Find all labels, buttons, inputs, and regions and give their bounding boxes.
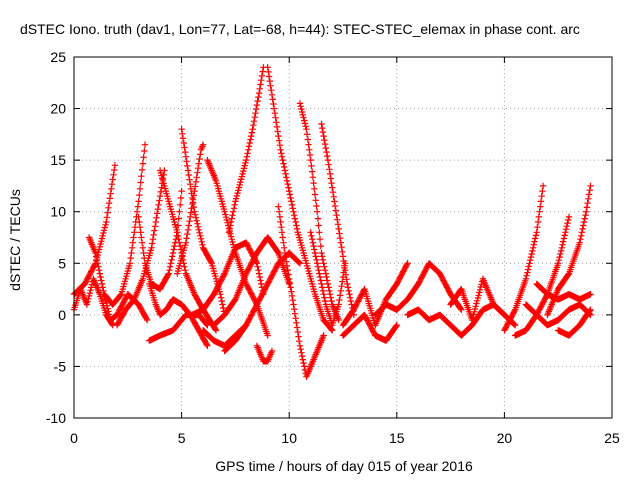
y-tick-label: 10 [50,204,66,220]
chart-title: dSTEC Iono. truth (dav1, Lon=77, Lat=-68… [20,21,580,37]
x-tick-label: 0 [70,430,78,446]
series-33-points [544,182,594,319]
series-5-points [113,167,168,329]
series-3-points [85,141,149,308]
series-16-points [221,249,304,355]
series-22-points [307,229,349,329]
series-26-points [372,260,465,319]
y-tick-label: -5 [54,358,67,374]
x-tick-label: 25 [604,430,620,446]
y-tick-label: 0 [58,307,66,323]
series-30-points [512,213,573,339]
y-tick-label: 20 [50,101,66,117]
x-tick-label: 15 [389,430,405,446]
x-tick-label: 10 [281,430,297,446]
series-34-points [555,306,594,339]
axis-ticks: 0 5 10 15 20 25 -10 -5 0 5 10 15 20 25 [46,49,620,446]
x-axis-label: GPS time / hours of day 015 of year 2016 [215,458,473,474]
x-tick-label: 5 [178,430,186,446]
series-17-points [225,64,267,236]
y-tick-label: 25 [50,49,66,65]
series-10-points [178,126,228,319]
series-24-points [339,260,411,329]
series-31-points [522,301,594,329]
series-12-points [189,239,267,319]
y-tick-label: 15 [50,152,66,168]
x-tick-label: 20 [497,430,513,446]
data-points [70,64,594,380]
series-11-points [174,141,207,277]
plot-frame [73,56,613,419]
series-13-points [204,156,271,339]
series-23-points [318,120,357,319]
y-tick-label: -10 [46,410,66,426]
series-20-points [275,203,327,380]
y-axis-label: dSTEC / TECUs [7,189,23,291]
series-29-points [501,182,547,334]
series-19-points [264,64,336,334]
y-tick-label: 5 [58,255,66,271]
series-18-points [253,342,276,365]
series-25-points [339,311,400,344]
